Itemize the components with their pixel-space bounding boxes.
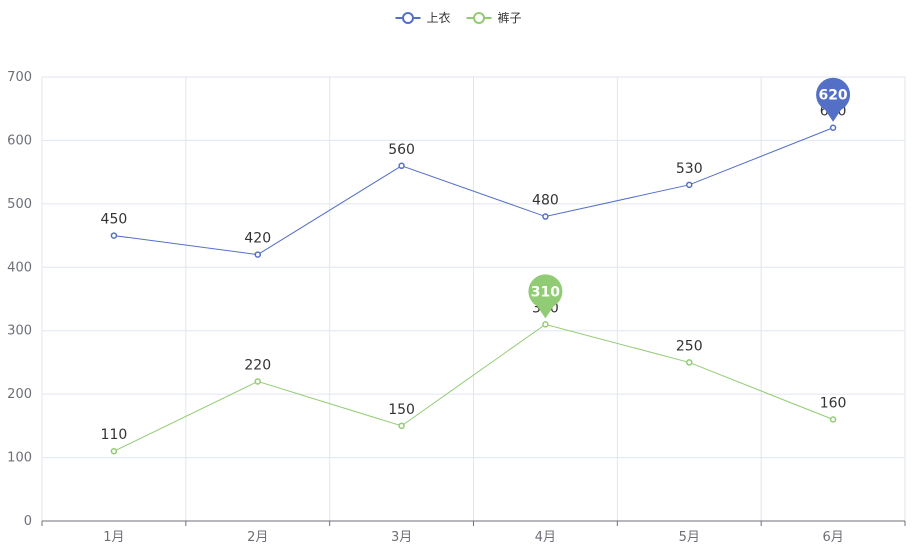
x-tick-label: 6月: [822, 530, 843, 545]
data-label: 150: [388, 402, 415, 418]
data-label: 420: [244, 231, 271, 247]
data-point[interactable]: [398, 162, 405, 170]
series-1: 450420560480530620620: [101, 77, 851, 258]
series-2: 110220150310250160310: [101, 274, 847, 455]
data-label: 110: [101, 427, 128, 443]
data-label: 480: [532, 193, 559, 209]
data-point[interactable]: [829, 124, 837, 131]
data-label: 250: [676, 338, 703, 354]
pin-head: [528, 274, 563, 309]
data-point[interactable]: [829, 416, 837, 423]
data-label: 450: [101, 212, 128, 228]
axes: 0 100 200 300 400 500 600 700 1月 2月 3月 4月 5月 6月: [7, 70, 906, 545]
y-tick-label: 200: [7, 387, 32, 402]
legend-item-2[interactable]: 裤子: [466, 11, 522, 25]
pin-label: 310: [531, 284, 560, 300]
data-label: 530: [676, 161, 703, 177]
y-tick-label: 0: [24, 514, 32, 529]
legend-label: 上衣: [427, 10, 451, 25]
data-point[interactable]: [110, 447, 118, 455]
x-tick-label: 1月: [103, 530, 124, 545]
grid: [41, 76, 906, 521]
y-tick-label: 600: [7, 133, 32, 148]
pin-label: 620: [818, 88, 847, 104]
series-group: 4504205604805306206201102201503102501603…: [101, 77, 851, 455]
x-tick-label: 3月: [391, 530, 412, 545]
data-label: 160: [820, 396, 847, 412]
data-point[interactable]: [398, 422, 405, 430]
y-tick-label: 400: [7, 260, 32, 275]
y-tick-label: 300: [7, 324, 32, 339]
data-point[interactable]: [542, 213, 549, 220]
y-tick-label: 100: [7, 451, 32, 466]
legend-item-1[interactable]: 上衣: [395, 10, 451, 25]
data-label: 220: [244, 357, 271, 373]
legend-symbol-icon: [473, 12, 485, 24]
legend[interactable]: 上衣 裤子: [395, 10, 522, 25]
data-point[interactable]: [254, 251, 261, 258]
legend-symbol-icon: [402, 12, 414, 24]
series-line: [113, 323, 834, 452]
x-tick-label: 2月: [247, 530, 268, 545]
pin-head: [816, 77, 851, 112]
x-tick-label: 4月: [535, 530, 556, 545]
data-point[interactable]: [686, 359, 693, 366]
max-value-pin: 310: [528, 274, 563, 319]
data-label: 560: [388, 142, 415, 158]
pin-tail: [823, 106, 844, 122]
legend-label: 裤子: [498, 11, 522, 25]
series-line: [113, 127, 834, 256]
data-point[interactable]: [110, 232, 118, 239]
data-point[interactable]: [542, 321, 549, 328]
pin-tail: [535, 303, 556, 319]
y-tick-label: 500: [7, 197, 32, 212]
x-tick-label: 5月: [679, 530, 700, 545]
data-point[interactable]: [686, 181, 693, 189]
y-tick-label: 700: [7, 70, 32, 85]
data-point[interactable]: [254, 378, 261, 385]
max-value-pin: 620: [816, 77, 851, 122]
